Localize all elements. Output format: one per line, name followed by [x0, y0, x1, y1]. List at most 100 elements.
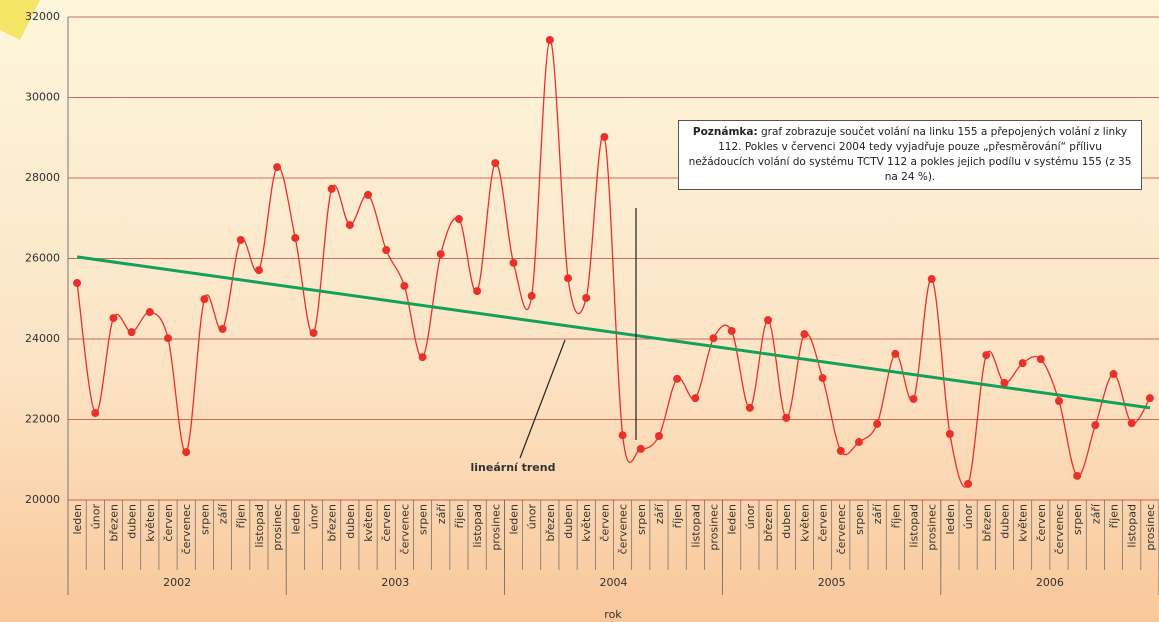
data-point: [854, 438, 863, 447]
x-tick-label: únor: [307, 504, 320, 530]
x-tick-label: listopad: [253, 504, 266, 548]
year-label: 2005: [818, 576, 846, 589]
x-tick-label: prosinec: [489, 504, 502, 551]
data-point: [564, 274, 573, 283]
data-point: [836, 446, 845, 455]
x-tick-label: duben: [126, 504, 139, 539]
data-point: [382, 246, 391, 255]
x-tick-label: prosinec: [271, 504, 284, 551]
x-tick-label: listopad: [1126, 504, 1139, 548]
x-tick-label: září: [435, 503, 448, 524]
y-tick-label: 30000: [25, 91, 60, 104]
data-point: [1036, 355, 1045, 364]
y-tick-label: 28000: [25, 171, 60, 184]
data-point: [254, 266, 263, 275]
data-point: [782, 413, 791, 422]
data-point: [636, 444, 645, 453]
x-tick-label: říjen: [889, 504, 902, 528]
data-point: [491, 159, 500, 168]
corner-highlight: [0, 0, 40, 40]
x-tick-label: leden: [944, 504, 957, 535]
data-point: [127, 328, 136, 337]
year-label: 2004: [600, 576, 628, 589]
note-bold: Poznámka:: [692, 126, 758, 138]
data-point: [1000, 378, 1009, 387]
data-point: [545, 35, 554, 44]
x-tick-label: říjen: [453, 504, 466, 528]
x-tick-label: prosinec: [926, 504, 939, 551]
data-point: [73, 279, 82, 288]
data-point: [400, 281, 409, 290]
x-tick-label: říjen: [235, 504, 248, 528]
y-tick-label: 24000: [25, 332, 60, 345]
data-point: [654, 432, 663, 441]
data-point: [436, 250, 445, 259]
data-point: [1109, 370, 1118, 379]
data-point: [673, 374, 682, 383]
x-tick-label: červenec: [617, 504, 630, 554]
note-text: graf zobrazuje součet volání na linku 15…: [688, 126, 1132, 183]
x-tick-label: srpen: [198, 504, 211, 535]
data-point: [818, 374, 827, 383]
data-point: [927, 275, 936, 284]
data-point: [891, 349, 900, 358]
data-point: [727, 326, 736, 335]
x-tick-label: únor: [89, 504, 102, 530]
x-tick-label: leden: [507, 504, 520, 535]
data-point: [1127, 419, 1136, 428]
data-point: [1073, 471, 1082, 480]
x-tick-label: květen: [798, 504, 811, 542]
x-tick-label: prosinec: [708, 504, 721, 551]
data-point: [418, 353, 427, 362]
data-point: [1091, 421, 1100, 430]
data-point: [200, 295, 209, 304]
data-point: [509, 258, 518, 267]
x-tick-label: únor: [744, 504, 757, 530]
x-tick-label: květen: [144, 504, 157, 542]
data-point: [945, 429, 954, 438]
x-tick-label: únor: [526, 504, 539, 530]
x-tick-label: duben: [562, 504, 575, 539]
x-tick-label: prosinec: [1144, 504, 1157, 551]
x-axis-label: rok: [604, 608, 622, 621]
data-point: [873, 419, 882, 428]
x-tick-label: srpen: [853, 504, 866, 535]
x-tick-label: září: [871, 503, 884, 524]
x-tick-label: listopad: [471, 504, 484, 548]
x-tick-label: březen: [326, 504, 339, 542]
x-tick-label: březen: [107, 504, 120, 542]
x-tick-label: červenec: [835, 504, 848, 554]
data-point: [600, 132, 609, 141]
x-tick-label: červen: [598, 504, 611, 542]
x-tick-label: únor: [962, 504, 975, 530]
x-tick-label: říjen: [1108, 504, 1121, 528]
data-point: [145, 308, 154, 317]
y-tick-label: 32000: [25, 10, 60, 23]
x-tick-label: duben: [780, 504, 793, 539]
x-tick-label: leden: [71, 504, 84, 535]
data-point: [327, 184, 336, 193]
x-tick-label: červenec: [398, 504, 411, 554]
trend-arrow: [519, 339, 566, 459]
data-point: [964, 479, 973, 488]
data-point: [745, 403, 754, 412]
data-point: [1018, 359, 1027, 368]
y-tick-label: 26000: [25, 252, 60, 265]
x-tick-label: září: [1089, 503, 1102, 524]
data-point: [582, 293, 591, 302]
x-tick-label: srpen: [1071, 504, 1084, 535]
x-tick-label: červen: [162, 504, 175, 542]
x-tick-label: listopad: [908, 504, 921, 548]
data-point: [309, 328, 318, 337]
data-point: [164, 334, 173, 343]
data-point: [764, 316, 773, 325]
data-point: [218, 324, 227, 333]
x-tick-label: červen: [380, 504, 393, 542]
x-tick-label: červenec: [1053, 504, 1066, 554]
x-tick-label: červenec: [180, 504, 193, 554]
note: Poznámka: graf zobrazuje součet volání n…: [678, 120, 1142, 190]
data-point: [527, 291, 536, 300]
x-tick-label: září: [653, 503, 666, 524]
